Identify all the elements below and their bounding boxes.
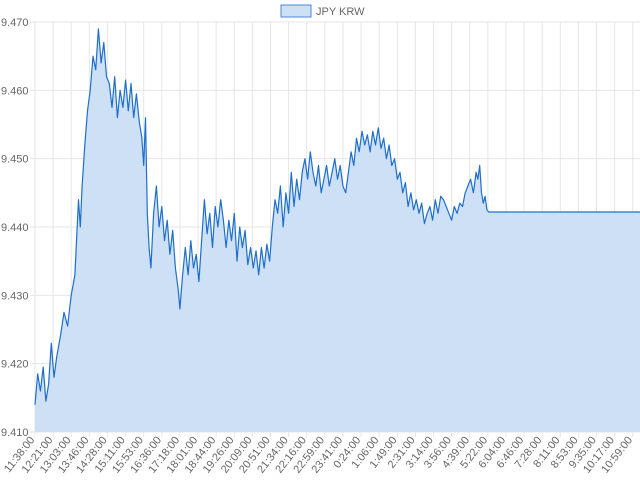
y-tick-label: 9.470 xyxy=(1,17,29,29)
y-axis-ticks: 9.470 9.460 9.450 9.440 9.430 9.420 9.410 xyxy=(1,17,29,439)
legend[interactable]: JPY KRW xyxy=(280,4,365,18)
legend-label[interactable]: JPY KRW xyxy=(316,6,365,18)
y-tick-label: 9.460 xyxy=(1,85,29,97)
series-area xyxy=(35,28,640,432)
series-line[interactable] xyxy=(34,28,640,405)
y-tick-label: 9.430 xyxy=(1,290,29,302)
series-layer xyxy=(34,28,640,432)
y-tick-label: 9.410 xyxy=(1,427,29,439)
y-tick-label: 9.420 xyxy=(1,359,29,371)
x-axis-ticks: 11:38:0012:21:0013:03:0013:46:0014:28:00… xyxy=(2,434,635,475)
legend-swatch[interactable] xyxy=(280,4,312,18)
y-tick-label: 9.450 xyxy=(1,154,29,166)
y-tick-label: 9.440 xyxy=(1,222,29,234)
